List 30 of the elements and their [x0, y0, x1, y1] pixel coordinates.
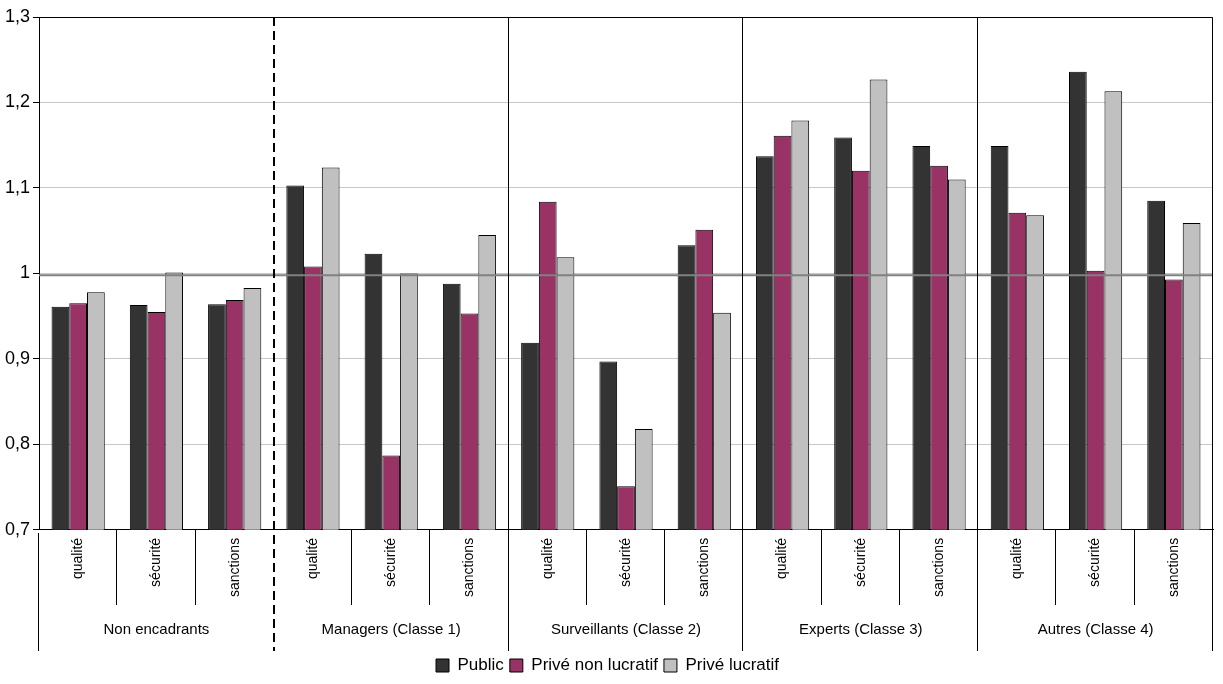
x-tick-label: qualité — [69, 537, 86, 580]
x-tick-label: sécurité — [851, 537, 868, 587]
x-tick-label: qualité — [773, 537, 790, 580]
y-tick-label: 1,2 — [4, 91, 31, 112]
text: Managers (Classe 1) — [321, 620, 461, 638]
y-tick-label: 0,9 — [4, 347, 31, 368]
x-tick-label: sanctions — [1164, 537, 1181, 598]
x-tick-label: sanctions — [460, 537, 477, 598]
x-tick-label: sécurité — [1086, 537, 1103, 587]
legend-label: Privé non lucratif — [531, 655, 659, 675]
y-tick-label: 0,8 — [4, 433, 31, 454]
text: Autres (Classe 4) — [1037, 620, 1154, 638]
x-tick-label: sécurité — [616, 537, 633, 587]
text: Experts (Classe 3) — [799, 620, 923, 638]
legend-label: Privé lucratif — [685, 655, 780, 675]
x-tick-label: sécurité — [382, 537, 399, 587]
y-tick-label: 1,3 — [4, 5, 31, 26]
legend-label: Public — [457, 655, 505, 675]
y-tick-label: 1 — [20, 262, 31, 283]
x-tick-label: qualité — [303, 537, 320, 580]
x-tick-label: sanctions — [225, 537, 242, 598]
x-tick-label: sanctions — [695, 537, 712, 598]
x-tick-label: sanctions — [929, 537, 946, 598]
text: Surveillants (Classe 2) — [550, 620, 702, 638]
x-tick-label: sécurité — [147, 537, 164, 587]
text: Non encadrants — [103, 620, 210, 638]
y-tick-label: 0,7 — [4, 518, 31, 539]
x-tick-label: qualité — [1008, 537, 1025, 580]
x-tick-label: qualité — [538, 537, 555, 580]
y-tick-label: 1,1 — [4, 176, 31, 197]
